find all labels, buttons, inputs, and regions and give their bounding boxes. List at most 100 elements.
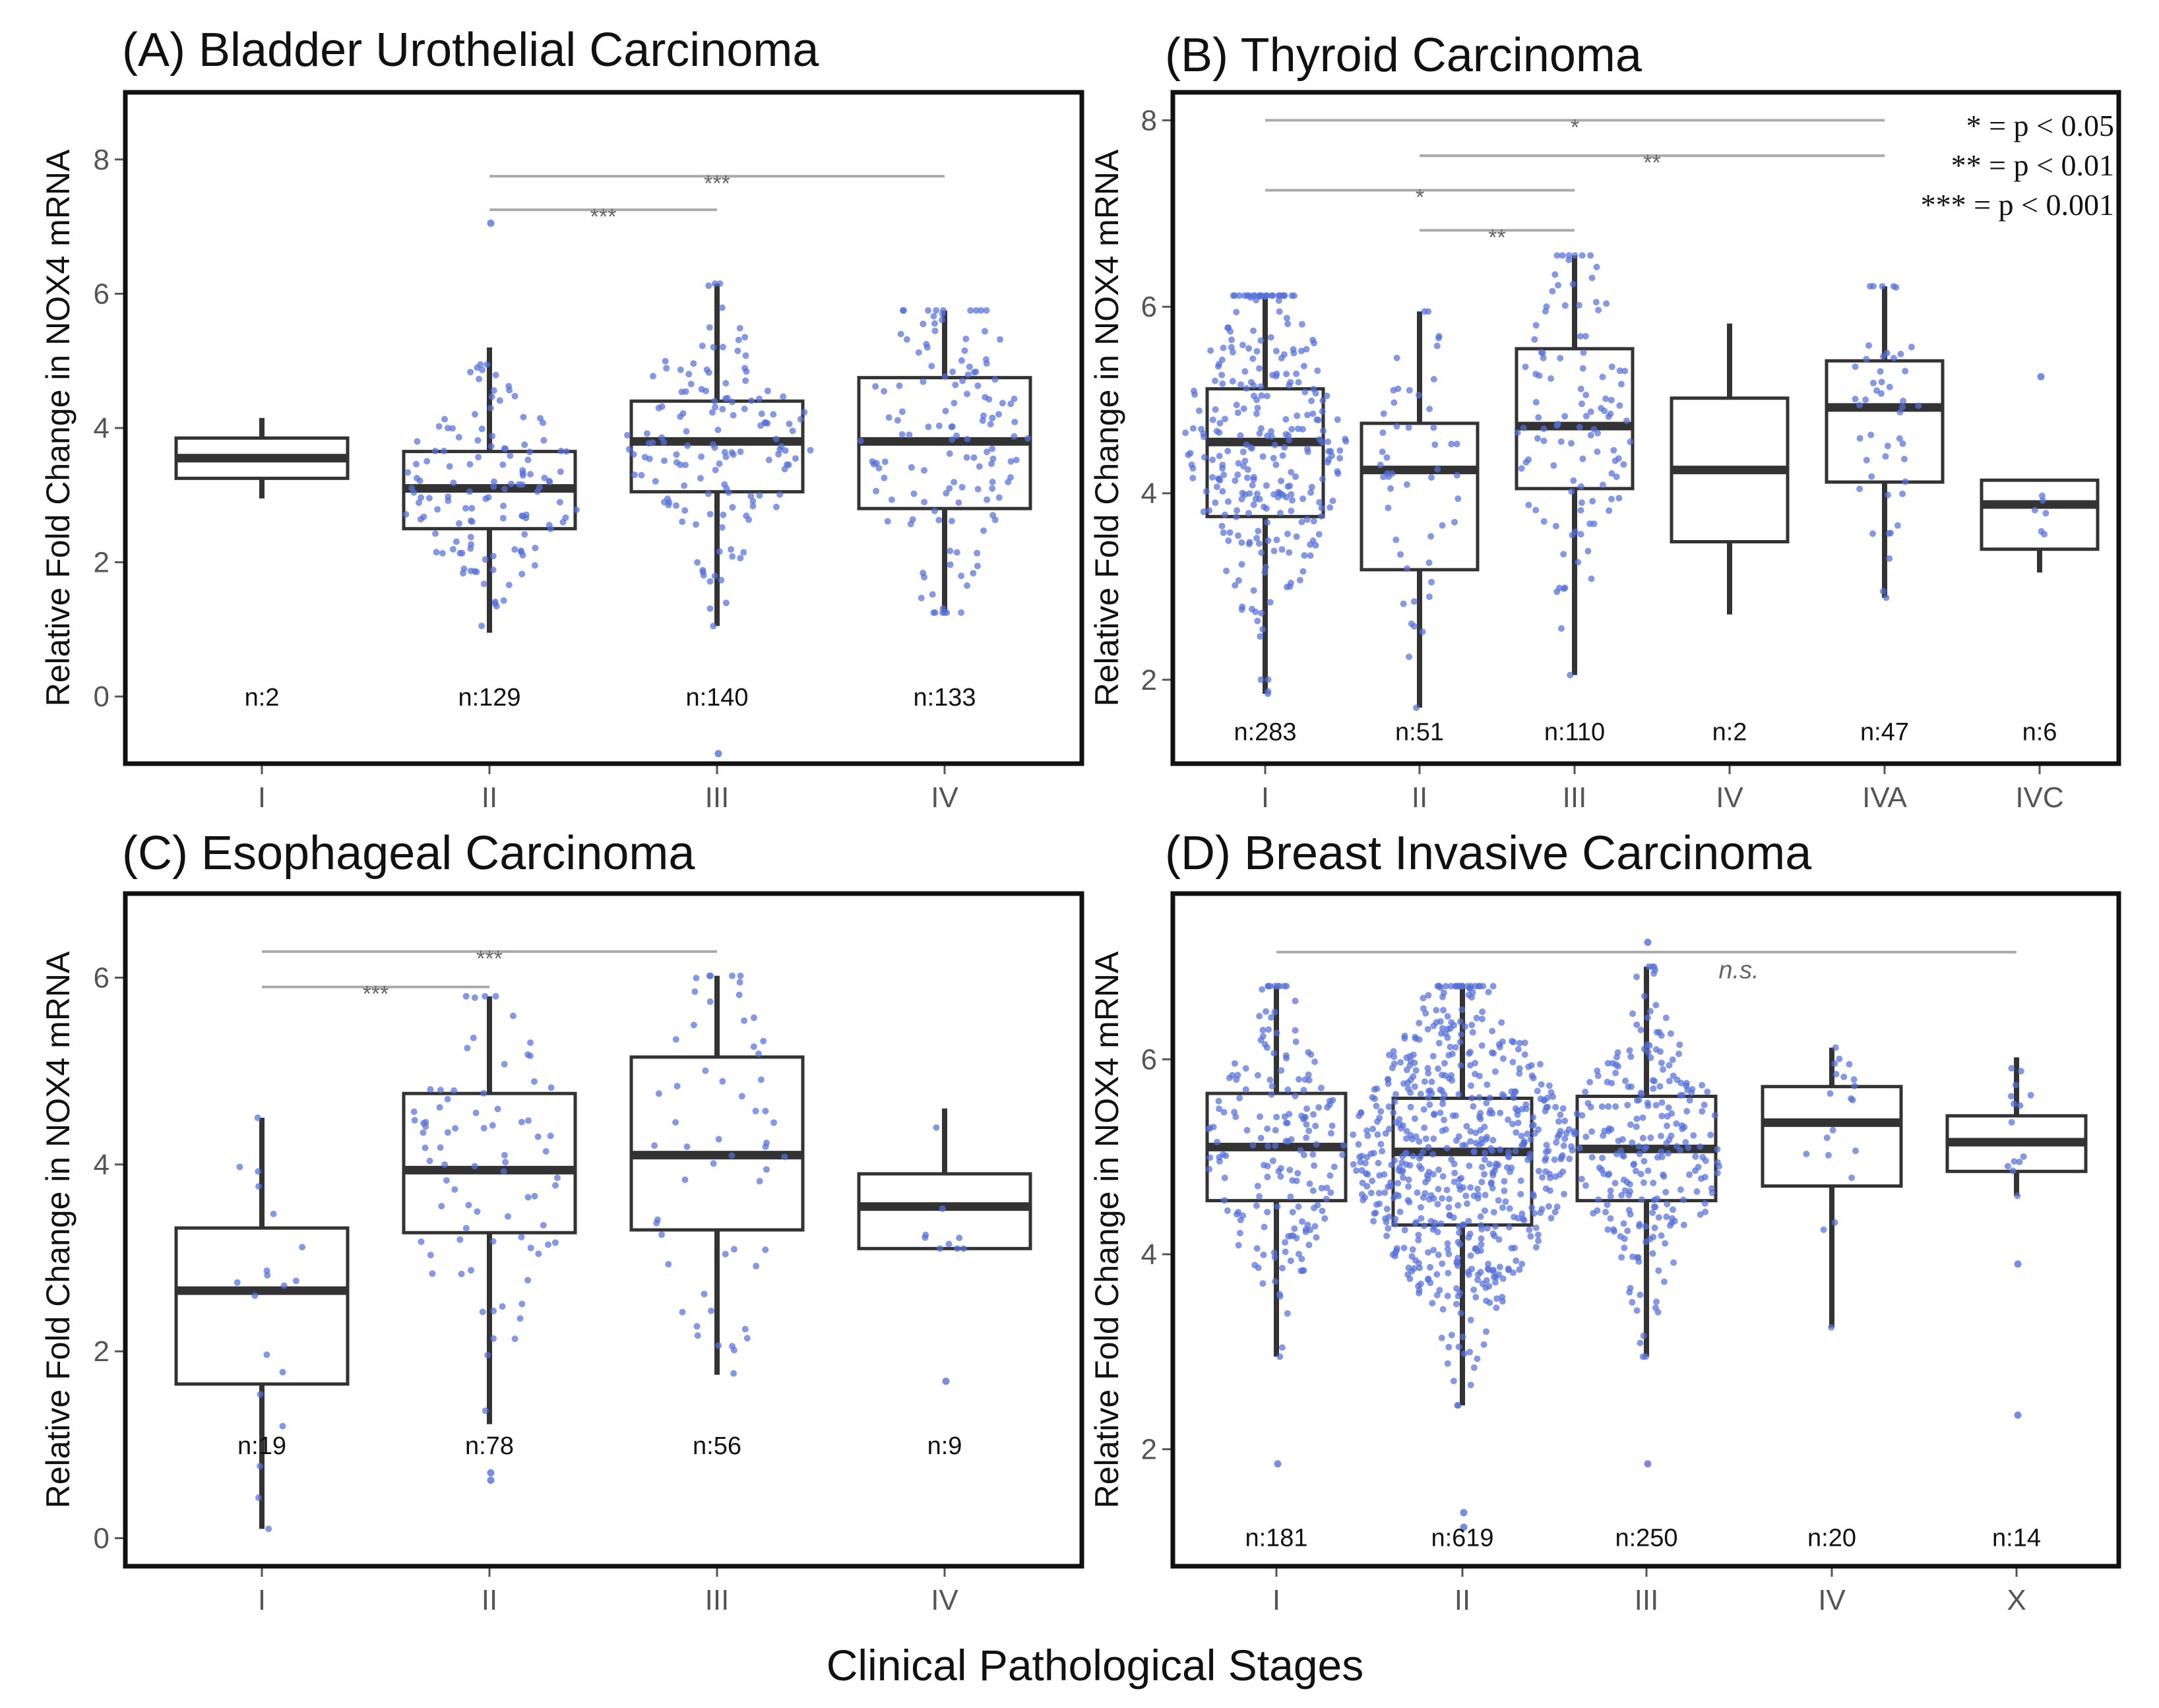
data-point — [1878, 379, 1885, 386]
data-point — [416, 499, 422, 506]
outlier-point — [942, 1378, 950, 1385]
data-point — [1654, 1154, 1661, 1161]
box-group-II — [402, 347, 580, 633]
data-point — [1466, 1231, 1474, 1237]
data-point — [1639, 1114, 1646, 1121]
data-point — [1613, 1054, 1620, 1061]
data-point — [1267, 1076, 1274, 1083]
y-tick-label: 2 — [1141, 1434, 1157, 1466]
data-point — [1361, 1159, 1369, 1167]
data-point — [716, 280, 724, 288]
data-point — [1658, 1099, 1666, 1106]
data-point — [1515, 1046, 1522, 1053]
data-point — [691, 988, 699, 995]
data-point — [716, 460, 723, 468]
data-point — [1542, 308, 1549, 315]
data-point — [1662, 1014, 1670, 1022]
data-point — [1452, 1112, 1459, 1119]
data-point — [501, 1060, 508, 1068]
data-point — [1673, 1120, 1680, 1127]
data-point — [1445, 1196, 1453, 1202]
data-point — [1292, 997, 1299, 1004]
box-group-II — [402, 992, 577, 1424]
data-point — [1557, 355, 1564, 362]
data-point — [1191, 391, 1199, 398]
n-label: n:9 — [927, 1432, 962, 1460]
data-point — [1527, 1136, 1534, 1143]
data-point — [1886, 383, 1893, 390]
data-point — [1516, 1266, 1523, 1273]
data-point — [1658, 1132, 1664, 1140]
data-point — [757, 1076, 765, 1083]
data-point — [1553, 422, 1561, 429]
data-point — [885, 414, 892, 421]
data-point — [416, 477, 423, 484]
data-point — [414, 438, 421, 445]
data-point — [1188, 461, 1195, 468]
data-point — [1477, 1110, 1484, 1116]
data-point — [2017, 1102, 2024, 1109]
data-point — [1435, 1065, 1441, 1072]
data-point — [651, 1142, 658, 1149]
data-point — [715, 1342, 722, 1349]
data-point — [1632, 1167, 1639, 1174]
data-point — [1479, 1016, 1486, 1023]
data-point — [1391, 399, 1398, 406]
data-point — [1856, 435, 1863, 442]
data-point — [1313, 416, 1321, 423]
data-point — [694, 559, 701, 566]
data-point — [958, 357, 965, 364]
data-point — [1271, 441, 1278, 448]
data-point — [1633, 1021, 1641, 1028]
data-point — [1644, 1167, 1652, 1174]
data-point — [1319, 408, 1326, 415]
data-point — [1355, 1141, 1362, 1148]
data-point — [1425, 593, 1433, 600]
data-point — [1415, 1231, 1422, 1238]
data-point — [770, 1119, 777, 1126]
data-point — [1216, 475, 1223, 483]
data-point — [292, 1277, 299, 1285]
data-point — [1490, 1209, 1497, 1216]
data-point — [1576, 1145, 1583, 1152]
data-point — [884, 518, 891, 525]
data-point — [873, 487, 880, 495]
data-point — [1588, 1153, 1596, 1161]
data-point — [1616, 367, 1623, 375]
data-point — [499, 514, 507, 522]
data-point — [2041, 531, 2048, 538]
data-point — [444, 1095, 451, 1103]
data-point — [755, 1051, 762, 1057]
data-point — [757, 422, 765, 429]
data-point — [2008, 1064, 2015, 1072]
data-point — [1486, 1094, 1493, 1101]
data-point — [552, 1182, 559, 1189]
data-point — [1342, 438, 1350, 445]
data-point — [1430, 1135, 1437, 1142]
data-point — [736, 979, 743, 986]
data-point — [967, 307, 974, 314]
data-point — [939, 317, 945, 324]
data-point — [1831, 1219, 1838, 1226]
data-point — [1644, 1014, 1651, 1022]
data-point — [1330, 1163, 1338, 1171]
data-point — [1229, 378, 1236, 385]
data-point — [1477, 1213, 1484, 1220]
data-point — [1257, 633, 1264, 640]
data-point — [928, 363, 935, 370]
data-point — [1434, 1201, 1441, 1207]
n-label: n:129 — [458, 684, 520, 712]
data-point — [1265, 1143, 1271, 1149]
data-point — [1528, 1204, 1536, 1211]
data-point — [1702, 1157, 1709, 1165]
data-point — [1498, 1019, 1505, 1026]
data-point — [427, 1252, 434, 1259]
data-point — [1270, 1249, 1278, 1256]
data-point — [781, 1153, 788, 1161]
data-points — [2004, 1064, 2034, 1200]
data-point — [946, 485, 953, 492]
data-point — [1257, 1113, 1263, 1120]
data-point — [1516, 1065, 1523, 1072]
data-point — [1430, 1246, 1437, 1254]
